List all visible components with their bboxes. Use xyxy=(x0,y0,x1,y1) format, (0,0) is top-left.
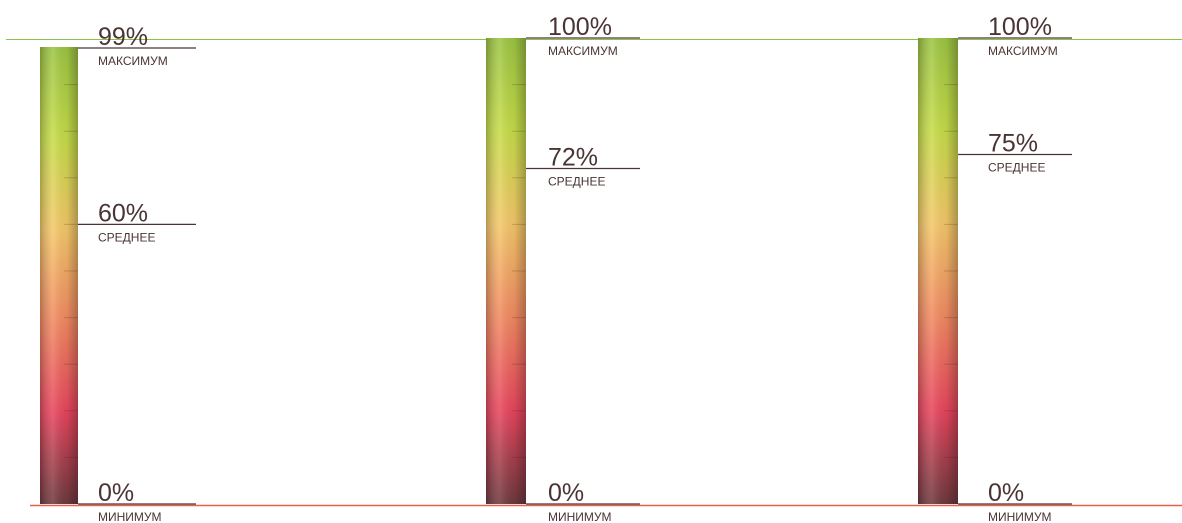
gauge-3: 100% МАКСИМУМ 75% СРЕДНЕЕ 0% МИНИМУМ xyxy=(918,13,1072,523)
gauge-max-caption: МАКСИМУМ xyxy=(98,54,168,68)
gauge-min-value: 0% xyxy=(988,479,1024,507)
gauge-max-caption: МАКСИМУМ xyxy=(548,44,618,58)
gauge-1: 99% МАКСИМУМ 60% СРЕДНЕЕ 0% МИНИМУМ xyxy=(40,23,196,523)
gauge-min-value: 0% xyxy=(98,479,134,507)
gauge-avg-caption: СРЕДНЕЕ xyxy=(98,230,155,244)
gauge-max-value: 100% xyxy=(988,13,1052,41)
gauge-avg-value: 60% xyxy=(98,199,148,227)
gauge-avg-value: 75% xyxy=(988,130,1038,158)
gauge-min-caption: МИНИМУМ xyxy=(988,510,1052,523)
gauge-avg-caption: СРЕДНЕЕ xyxy=(548,174,605,188)
gauge-max-value: 99% xyxy=(98,23,148,51)
gauge-bar-shading xyxy=(40,47,78,504)
gauge-avg-value: 72% xyxy=(548,143,598,171)
gauge-min-caption: МИНИМУМ xyxy=(548,510,612,523)
gauge-min-caption: МИНИМУМ xyxy=(98,510,162,523)
gauge-bar-shading xyxy=(918,38,958,504)
gauge-avg-caption: СРЕДНЕЕ xyxy=(988,161,1045,175)
gauge-max-caption: МАКСИМУМ xyxy=(988,44,1058,58)
gauge-bar-shading xyxy=(486,38,526,504)
gauge-2: 100% МАКСИМУМ 72% СРЕДНЕЕ 0% МИНИМУМ xyxy=(486,13,640,523)
gauge-max-value: 100% xyxy=(548,13,612,41)
gauge-min-value: 0% xyxy=(548,479,584,507)
